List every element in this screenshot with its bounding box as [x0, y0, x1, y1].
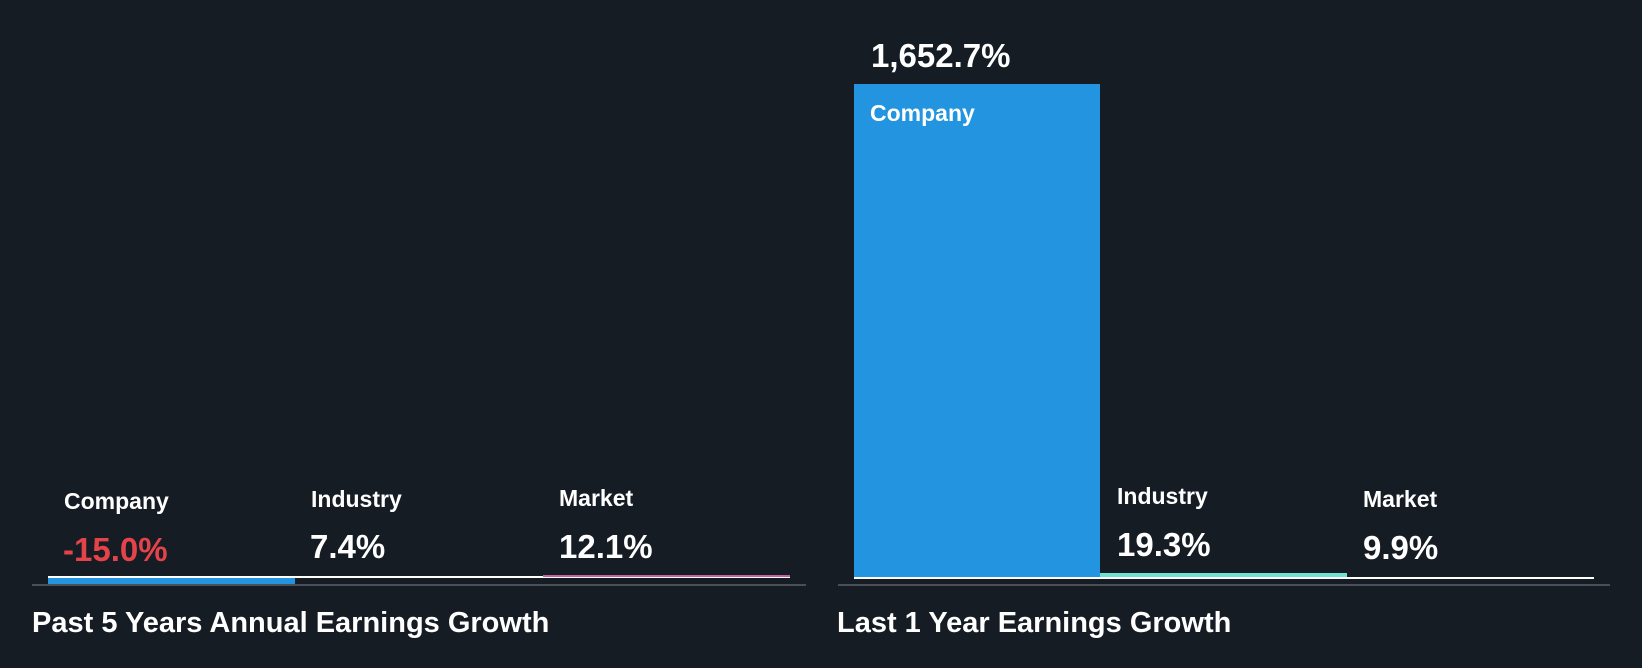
- right-industry-bar: [1100, 573, 1347, 577]
- left-company-value: -15.0%: [63, 531, 168, 568]
- right-baseline: [854, 577, 1594, 579]
- left-market-label: Market: [559, 485, 634, 511]
- left-baseline: [48, 576, 790, 578]
- right-market-value: 9.9%: [1363, 529, 1439, 566]
- right-industry-label: Industry: [1117, 483, 1208, 509]
- right-axis-line: [838, 584, 1610, 586]
- right-company-label: Company: [870, 100, 975, 126]
- right-market-label: Market: [1363, 486, 1438, 512]
- right-chart-title: Last 1 Year Earnings Growth: [837, 607, 1232, 639]
- left-chart-title: Past 5 Years Annual Earnings Growth: [32, 607, 550, 639]
- right-company-value: 1,652.7%: [871, 37, 1011, 74]
- left-industry-label: Industry: [311, 486, 402, 512]
- left-company-label: Company: [64, 488, 169, 514]
- right-company-bar: [854, 84, 1100, 577]
- left-industry-value: 7.4%: [310, 528, 386, 565]
- left-axis-line: [32, 584, 806, 586]
- left-market-bar: [543, 575, 790, 577]
- right-industry-value: 19.3%: [1117, 526, 1211, 563]
- left-market-value: 12.1%: [559, 528, 653, 565]
- left-company-bar: [48, 578, 295, 584]
